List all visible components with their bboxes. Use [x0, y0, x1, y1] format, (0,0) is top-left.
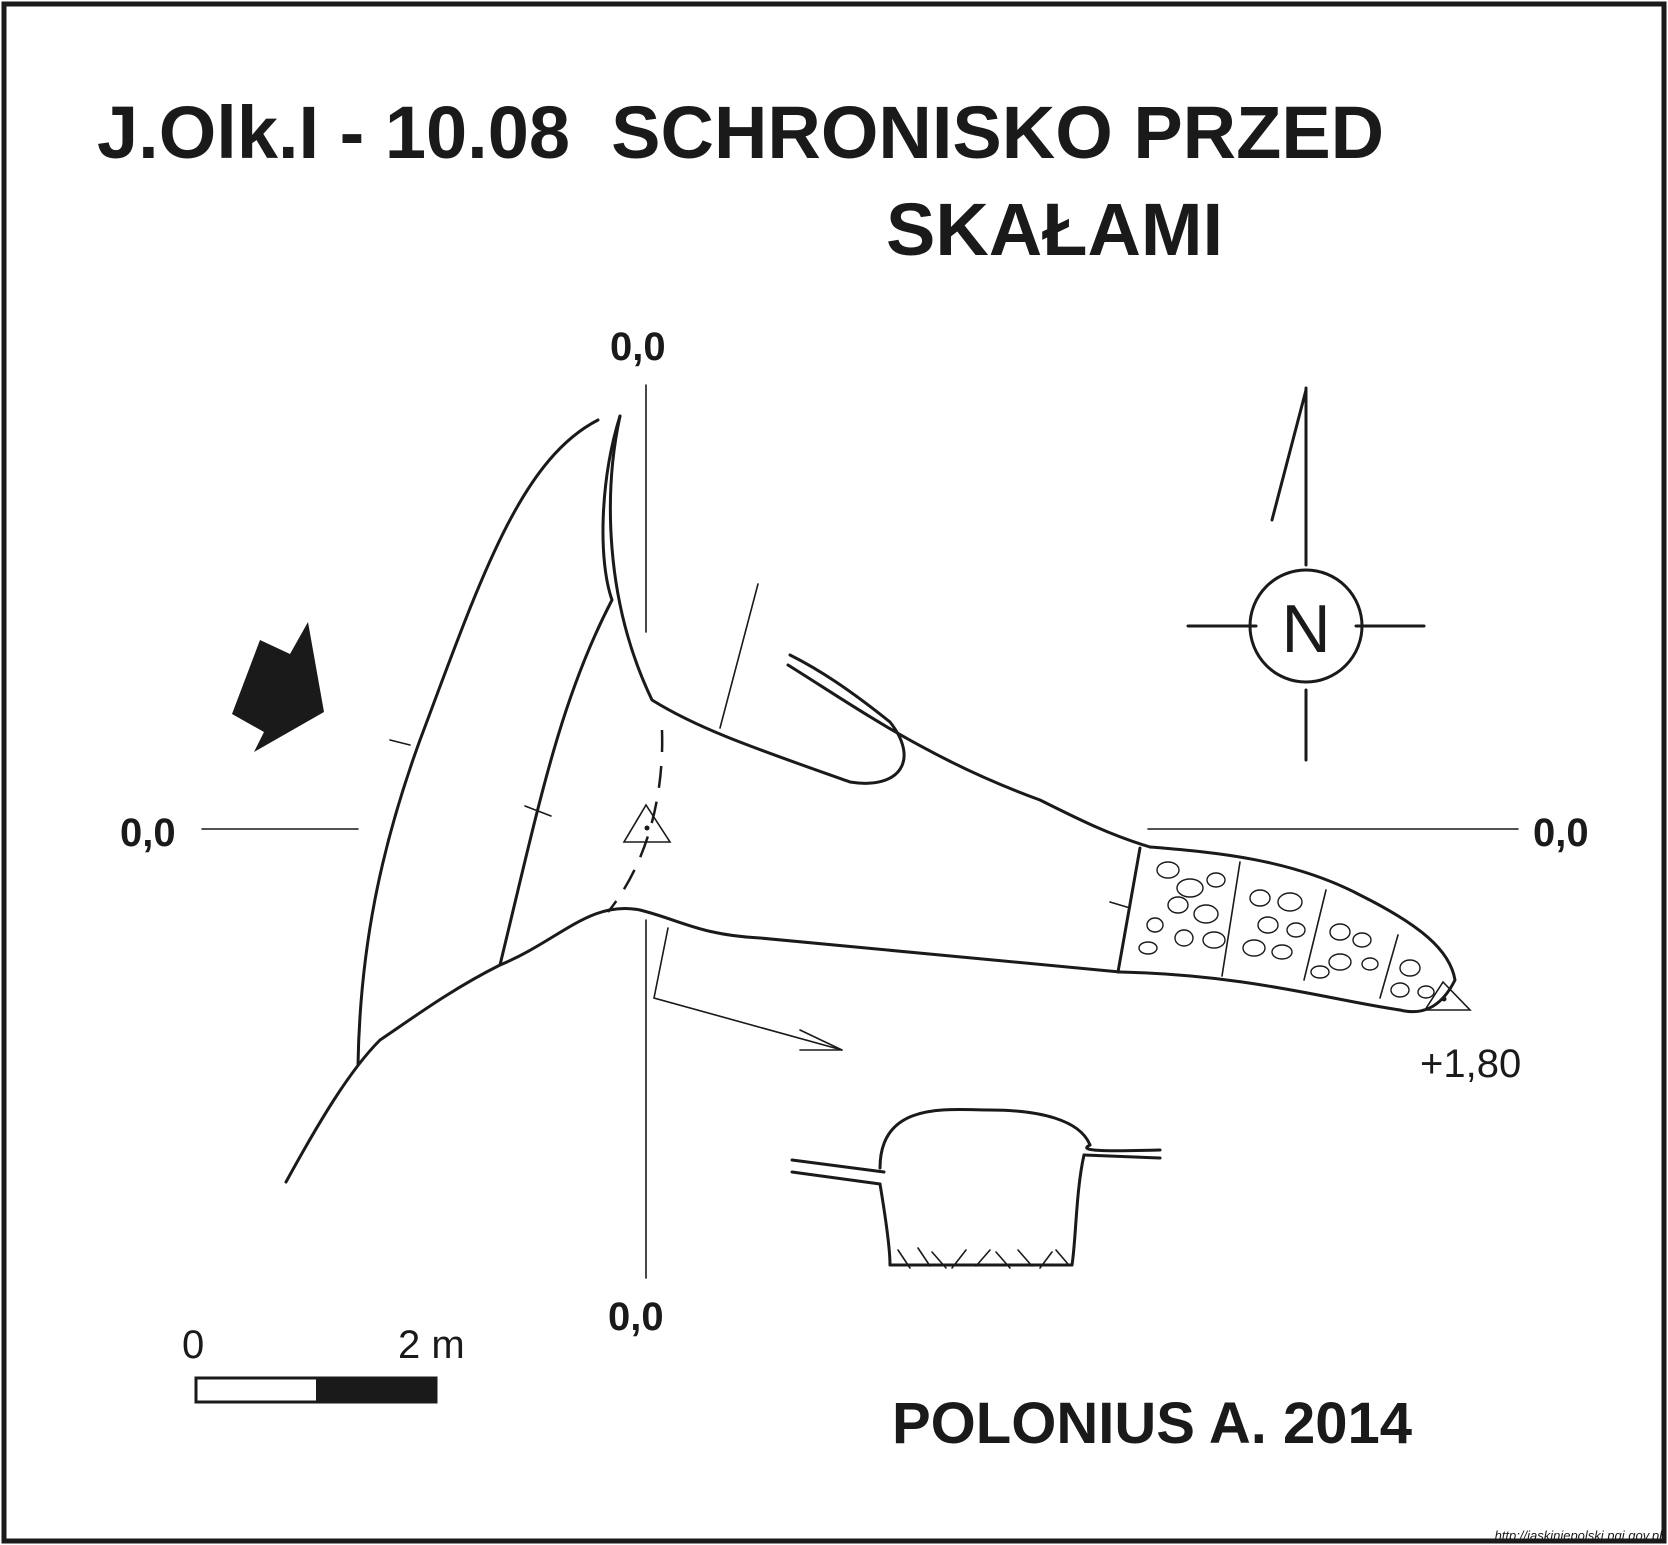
cave-plan — [284, 414, 1457, 1184]
scale-start-label: 0 — [182, 1323, 204, 1367]
north-label: N — [1281, 591, 1330, 667]
axis-label-bottom: 0,0 — [608, 1295, 664, 1339]
north-arrow-icon — [1186, 386, 1426, 762]
survey-station-entrance — [622, 803, 672, 843]
rubble-pebbles — [1138, 861, 1435, 999]
survey-station-end — [1423, 980, 1472, 1011]
cross-section — [790, 1107, 1162, 1269]
entrance-arrow-icon — [232, 622, 324, 752]
axis-label-left: 0,0 — [120, 811, 176, 855]
map-title-line1: J.Olk.I - 10.08 SCHRONISKO PRZED — [97, 91, 1384, 174]
scale-bar — [194, 1376, 438, 1404]
axis-label-right: 0,0 — [1533, 811, 1589, 855]
axis-label-top: 0,0 — [610, 325, 666, 369]
elevation-label: +1,80 — [1420, 1042, 1521, 1086]
map-title-line2: SKAŁAMI — [886, 188, 1223, 271]
scale-end-label: 2 m — [398, 1323, 465, 1367]
reference-axes — [201, 384, 1519, 1279]
source-url: http://jaskiniepolski.pgi.gov.pl — [1495, 1528, 1664, 1543]
author-label: POLONIUS A. 2014 — [892, 1391, 1412, 1456]
